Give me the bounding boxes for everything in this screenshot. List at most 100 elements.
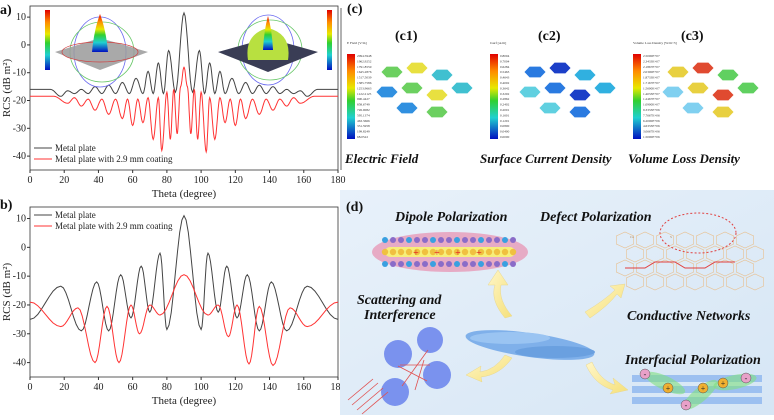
x-axis-label: Theta (degree) xyxy=(152,395,217,407)
colorbar xyxy=(633,54,641,139)
inset-colorbar xyxy=(45,10,50,70)
x-tick-label: 60 xyxy=(128,382,138,393)
arrow-up-icon xyxy=(487,269,513,319)
colorbar xyxy=(347,54,355,139)
lattice-hexagon xyxy=(625,245,645,263)
hexagon-particle xyxy=(568,106,592,118)
x-tick-label: 40 xyxy=(93,175,103,186)
x-tick-label: 20 xyxy=(59,175,69,186)
colorbar-value: 0.2001 xyxy=(500,108,510,112)
plus-charge-icon: + xyxy=(455,248,461,259)
cus-lattice: Cu S xyxy=(615,231,765,291)
atom xyxy=(422,261,428,267)
lattice-hexagon xyxy=(675,259,695,277)
atom xyxy=(453,248,461,256)
colorbar-value: 0.3202 xyxy=(500,92,510,96)
arrow-up-right-icon xyxy=(584,283,626,319)
positive-charge-icon xyxy=(717,377,729,389)
lattice-hexagon xyxy=(615,231,635,249)
atom-label: S xyxy=(670,235,672,239)
scattering-title-line2: Interference xyxy=(363,308,436,323)
hexagon-particle xyxy=(573,69,597,81)
atom xyxy=(438,261,444,267)
conductive-networks-title: Conductive Networks xyxy=(627,309,751,324)
subpanel-label: (c3) xyxy=(681,29,704,44)
colorbar-value: 6.2000E+06 xyxy=(643,119,660,123)
colorbar-value: 3.0667E+06 xyxy=(643,130,660,134)
x-tick-label: 80 xyxy=(162,175,172,186)
legend-label: Metal plate with 2.9 mm coating xyxy=(55,221,173,231)
colorbar-value: 1.5600E+07 xyxy=(643,86,660,90)
x-tick-label: 80 xyxy=(162,382,172,393)
atom xyxy=(445,248,453,256)
chart-b: 0 20 40 60 80 100 120 140 160 180100-10-20-30-40T… xyxy=(1,206,346,407)
atom xyxy=(397,248,405,256)
atom xyxy=(461,248,469,256)
subpanel-label: (c1) xyxy=(395,29,418,44)
atom xyxy=(405,248,413,256)
atom xyxy=(438,237,444,243)
colorbar-value: 2.0300E+07 xyxy=(643,70,660,74)
hexagon-particle xyxy=(548,61,572,74)
panel-d-label: (d) xyxy=(346,200,363,215)
atom xyxy=(406,237,412,243)
subpanel-caption: Volume Loss Density xyxy=(628,151,740,166)
hexagon-particle xyxy=(450,82,474,94)
atom xyxy=(486,261,492,267)
atom xyxy=(478,261,484,267)
hexagon-particle xyxy=(518,86,542,98)
series-line-metal-plate xyxy=(29,214,339,332)
charge-sign-icon: - xyxy=(685,401,688,410)
colorbar-value: 0.5463 xyxy=(500,70,510,74)
interfacial-illustration: - + + - + - xyxy=(632,368,762,411)
inset-coated-plate-pattern xyxy=(218,10,332,86)
colorbar-value: 2094.5948 xyxy=(357,54,372,58)
colorbar-value: 1.7167E+07 xyxy=(643,81,660,85)
atom xyxy=(470,237,476,243)
hexagon-particle xyxy=(666,66,690,78)
atom xyxy=(446,261,452,267)
x-axis-label: Theta (degree) xyxy=(152,188,217,200)
hexagon-particle xyxy=(568,89,592,101)
colorbar-value: 0.0400 xyxy=(500,130,510,134)
colorbar-value: 0.1601 xyxy=(500,113,510,117)
hexagon-particle xyxy=(395,102,419,114)
colorbar-title: Jsurf [A/m] xyxy=(490,41,506,45)
colorbar-value: 0.3642 xyxy=(500,86,510,90)
atom xyxy=(430,237,436,243)
hexagon-particle xyxy=(400,82,424,94)
y-axis-label: RCS (dB m²) xyxy=(1,59,13,118)
y-axis-label: RCS (dB m²) xyxy=(1,263,13,322)
hexagon-particle xyxy=(593,82,617,94)
hexagon-particle xyxy=(543,82,567,94)
x-tick-label: 100 xyxy=(194,382,209,393)
negative-charge-icon xyxy=(680,399,692,411)
x-tick-label: 140 xyxy=(262,382,277,393)
hexagon-particle xyxy=(430,69,454,81)
colorbar-value: 1.5000E+06 xyxy=(643,135,660,139)
inset-metal-plate-pattern xyxy=(45,10,148,88)
colorbar-value: 726.9082 xyxy=(357,108,370,112)
y-tick-label: -30 xyxy=(13,123,26,134)
plot-frame xyxy=(29,5,339,171)
colorbar-value: 0.1201 xyxy=(500,119,510,123)
colorbar-value: 0.2402 xyxy=(500,103,510,107)
x-tick-label: 160 xyxy=(296,175,311,186)
subpanel-label: (c2) xyxy=(538,29,561,44)
x-tick-label: 60 xyxy=(128,175,138,186)
hexagon-particle xyxy=(711,106,735,118)
hexagon-particle xyxy=(523,66,547,78)
positive-charge-icon xyxy=(697,382,709,394)
x-tick-label: 180 xyxy=(331,382,346,393)
atom xyxy=(454,261,460,267)
colorbar-value: 1.8733E+07 xyxy=(643,76,660,80)
subpanel-caption: Electric Field xyxy=(344,151,419,166)
dipole-illustration: + + + + xyxy=(372,232,528,272)
atom xyxy=(494,237,500,243)
colorbar-value: 0.2862 xyxy=(500,97,510,101)
colorbar-value: 1962.9252 xyxy=(357,59,372,63)
atom xyxy=(382,261,388,267)
atom xyxy=(478,237,484,243)
